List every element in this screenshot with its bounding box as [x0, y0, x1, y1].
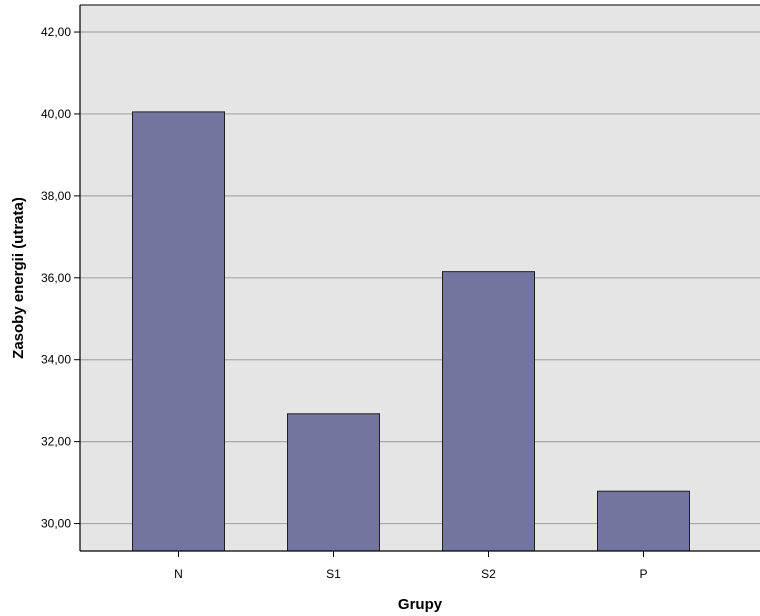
y-tick-label: 32,00	[41, 435, 71, 449]
y-tick-label: 36,00	[41, 271, 71, 285]
bar-n	[132, 111, 225, 552]
bar-p	[597, 490, 690, 552]
axes	[74, 4, 760, 557]
x-tick-label: S1	[326, 567, 341, 581]
bar-s2	[442, 271, 535, 552]
bar-s1	[287, 413, 380, 552]
y-tick-label: 38,00	[41, 189, 71, 203]
x-axis-title: Grupy	[398, 596, 443, 613]
x-tick-label: P	[639, 567, 647, 581]
x-tick-labels: N S1 S2 P	[174, 567, 647, 581]
y-tick-labels: 30,00 32,00 34,00 36,00 38,00 40,00 42,00	[41, 25, 71, 531]
y-tick-label: 40,00	[41, 107, 71, 121]
y-axis-title: Zasoby energii (utrata)	[10, 197, 27, 359]
y-tick-label: 30,00	[41, 517, 71, 531]
y-tick-label: 34,00	[41, 353, 71, 367]
x-tick-label: S2	[481, 567, 496, 581]
y-tick-label: 42,00	[41, 25, 71, 39]
x-tick-label: N	[174, 567, 183, 581]
